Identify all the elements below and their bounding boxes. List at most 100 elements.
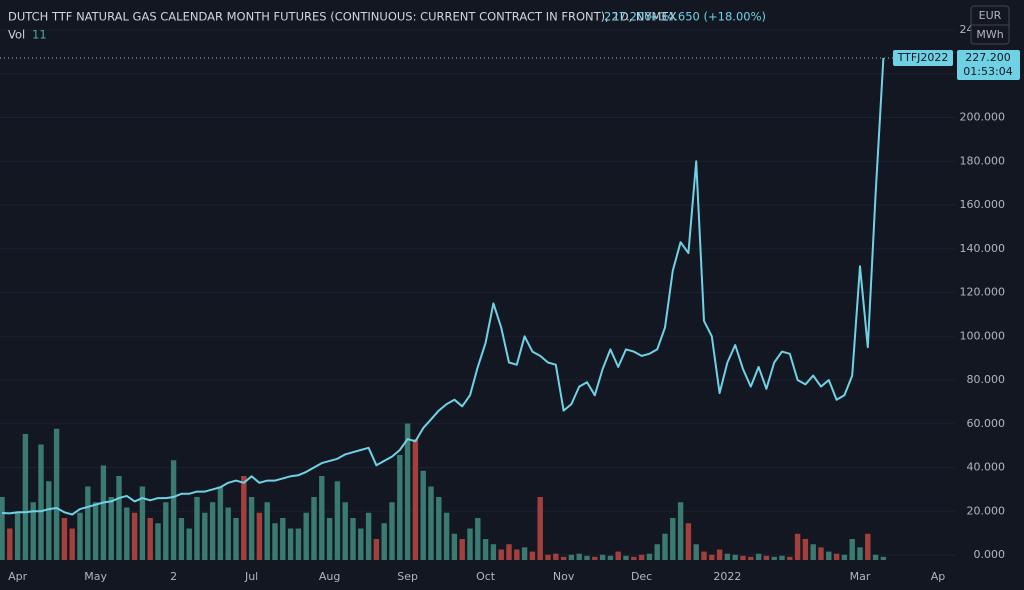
volume-bar: [319, 476, 325, 560]
volume-bar: [560, 556, 567, 560]
volume-bar: [701, 551, 707, 560]
volume-bar: [241, 476, 247, 560]
x-tick-label: 2: [170, 570, 177, 583]
volume-bar: [163, 502, 169, 560]
volume-bar: [280, 518, 286, 560]
volume-bar: [529, 551, 536, 560]
volume-bar: [599, 554, 606, 560]
volume-bar: [373, 539, 380, 560]
y-tick-label: 60.000: [967, 417, 1006, 430]
volume-bar: [85, 486, 91, 560]
volume-bar: [459, 539, 465, 560]
volume-bar: [553, 553, 559, 560]
volume-bar: [623, 555, 629, 560]
unit-label: MWh: [976, 28, 1003, 41]
volume-bar: [170, 460, 177, 560]
volume-bar: [334, 481, 341, 560]
volume-bar: [584, 555, 590, 560]
volume-bar: [358, 528, 364, 560]
volume-bar: [412, 439, 419, 560]
volume-bar: [693, 544, 699, 560]
y-tick-label: 180.000: [960, 154, 1006, 167]
y-tick-label: 120.000: [960, 286, 1006, 299]
volume-bar: [350, 518, 356, 560]
volume-bar: [272, 523, 278, 560]
header-change: +34.650 (+18.00%): [650, 10, 766, 24]
volume-bar: [53, 428, 60, 560]
volume-bar: [38, 444, 44, 560]
x-tick-label: May: [84, 570, 107, 583]
volume-bar: [303, 512, 309, 560]
volume-bar: [615, 551, 621, 560]
y-tick-label: 100.000: [960, 329, 1006, 342]
volume-bar: [638, 554, 645, 560]
volume-bar: [716, 549, 723, 560]
x-tick-label: 2022: [713, 570, 741, 583]
volume-bar: [740, 555, 746, 560]
vol-label: Vol: [8, 28, 25, 42]
volume-bar: [802, 539, 809, 560]
volume-bar: [14, 512, 21, 560]
x-tick-label: Sep: [397, 570, 418, 583]
volume-bar: [748, 556, 754, 560]
volume-bar: [709, 554, 715, 560]
volume-bar: [178, 518, 185, 560]
y-tick-label: 200.000: [960, 111, 1006, 124]
volume-bar: [147, 518, 153, 560]
volume-bar: [233, 518, 239, 560]
x-tick-label: Oct: [476, 570, 496, 583]
volume-bar: [225, 507, 231, 560]
volume-bar: [779, 555, 785, 560]
volume-bar: [670, 518, 676, 560]
volume-bar: [404, 423, 411, 560]
volume-bar: [490, 544, 497, 560]
volume-bar: [342, 502, 348, 560]
volume-bar: [677, 502, 684, 560]
price-box: [957, 50, 1020, 80]
volume-bar: [311, 497, 317, 560]
x-tick-label: Apr: [8, 570, 28, 583]
volume-bar: [794, 533, 801, 560]
price-label: 227.200: [965, 51, 1011, 64]
volume-bar: [131, 512, 138, 560]
volume-bar: [428, 486, 434, 560]
volume-bar: [880, 556, 887, 560]
volume-bar: [506, 544, 512, 560]
volume-bar: [521, 547, 528, 560]
volume-bar: [568, 554, 575, 560]
volume-bar: [592, 556, 598, 560]
volume-bar: [646, 553, 653, 560]
volume-bar: [124, 507, 130, 560]
x-tick-label: Mar: [850, 570, 871, 583]
x-tick-label: Jul: [244, 570, 258, 583]
volume-bar: [787, 556, 793, 560]
countdown-label: 01:53:04: [963, 65, 1012, 78]
volume-bar: [436, 497, 442, 560]
volume-bar: [826, 551, 832, 560]
volume-bar: [209, 502, 216, 560]
chart-title: DUTCH TTF NATURAL GAS CALENDAR MONTH FUT…: [8, 10, 677, 24]
volume-bar: [61, 518, 68, 560]
volume-bar: [771, 556, 777, 560]
y-tick-label: 80.000: [967, 373, 1006, 386]
plot-area: [0, 29, 955, 560]
volume-bar: [420, 470, 426, 560]
volume-bar: [475, 518, 481, 560]
volume-bar: [498, 549, 504, 560]
volume-bar: [818, 547, 824, 560]
volume-bar: [833, 553, 840, 560]
volume-bar: [662, 533, 668, 560]
volume-bar: [389, 502, 395, 560]
symbol-label: TTFJ2022: [897, 51, 949, 64]
volume-bar: [7, 528, 13, 560]
volume-bar: [100, 465, 107, 560]
volume-bar: [92, 502, 99, 560]
y-tick-label: 40.000: [967, 461, 1006, 474]
volume-bar: [295, 528, 302, 560]
volume-bar: [514, 549, 520, 560]
y-tick-label: 160.000: [960, 198, 1006, 211]
volume-bar: [202, 512, 208, 560]
volume-bar: [607, 555, 614, 560]
